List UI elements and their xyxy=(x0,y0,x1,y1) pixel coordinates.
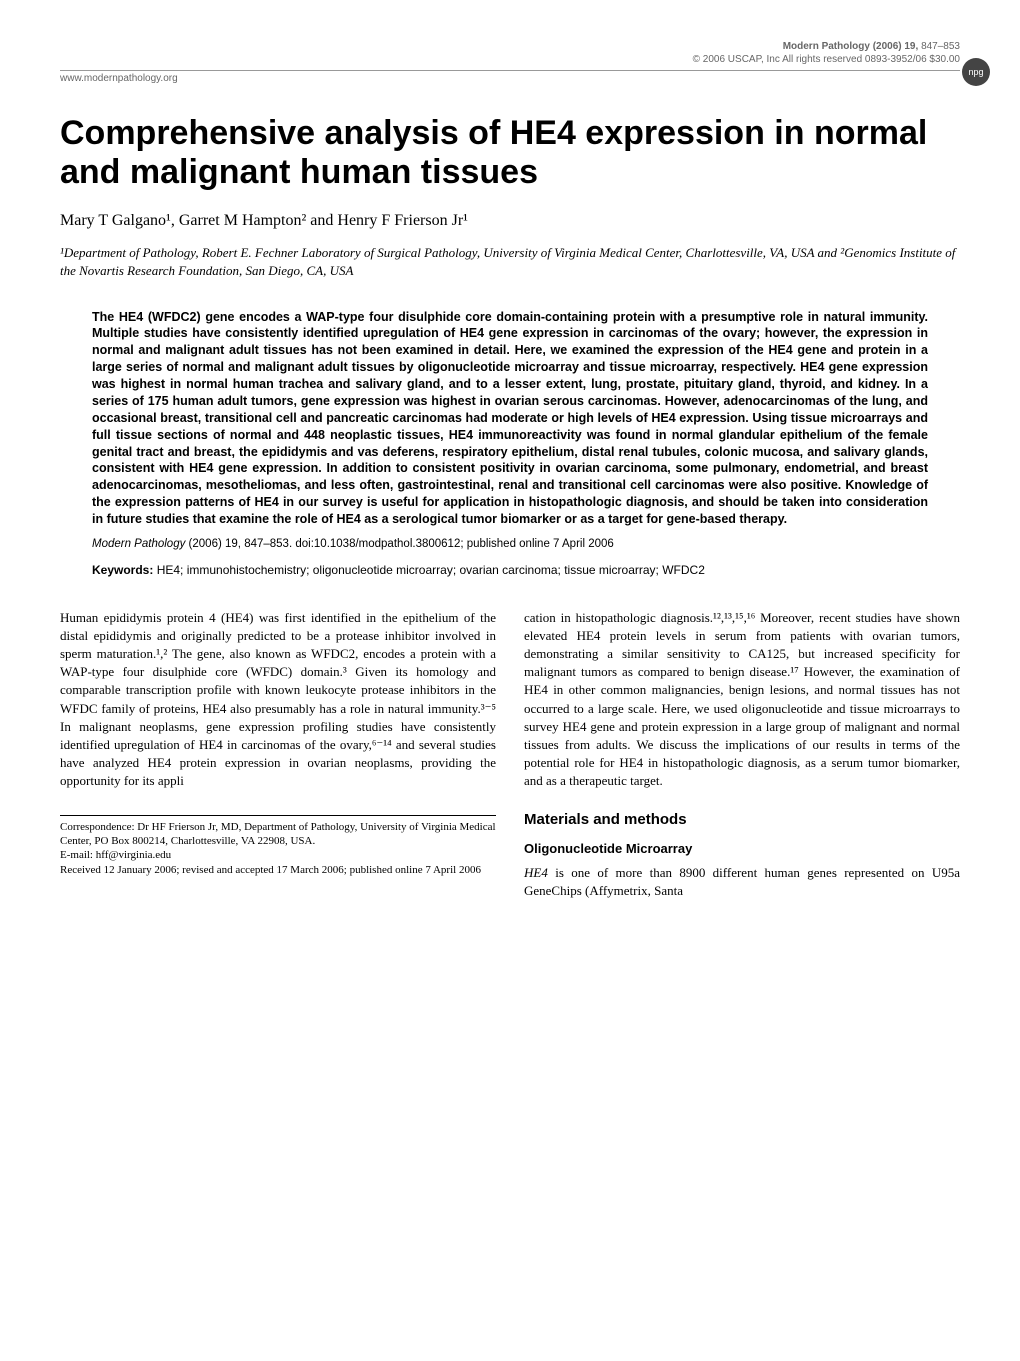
correspondence-address: Correspondence: Dr HF Frierson Jr, MD, D… xyxy=(60,820,496,849)
npg-badge: npg xyxy=(962,58,990,86)
article-title: Comprehensive analysis of HE4 expression… xyxy=(60,114,960,192)
intro-paragraph-1: Human epididymis protein 4 (HE4) was fir… xyxy=(60,609,496,791)
keywords-block: Keywords: HE4; immunohistochemistry; oli… xyxy=(92,562,928,579)
materials-methods-heading: Materials and methods xyxy=(524,809,960,830)
affiliations: ¹Department of Pathology, Robert E. Fech… xyxy=(60,244,960,280)
correspondence-dates: Received 12 January 2006; revised and ac… xyxy=(60,863,496,877)
keywords-label: Keywords: xyxy=(92,563,153,577)
correspondence-email: E-mail: hff@virginia.edu xyxy=(60,848,496,862)
oligonucleotide-subheading: Oligonucleotide Microarray xyxy=(524,840,960,858)
keywords-text: HE4; immunohistochemistry; oligonucleoti… xyxy=(157,563,705,577)
copyright-line: © 2006 USCAP, Inc All rights reserved 08… xyxy=(693,54,960,65)
oligonucleotide-text: HE4 is one of more than 8900 different h… xyxy=(524,864,960,900)
citation-doi: doi:10.1038/modpathol.3800612; published… xyxy=(295,538,613,550)
citation-journal: Modern Pathology xyxy=(92,538,185,550)
correspondence-block: Correspondence: Dr HF Frierson Jr, MD, D… xyxy=(60,815,496,877)
oligo-body: is one of more than 8900 different human… xyxy=(524,865,960,898)
abstract-text: The HE4 (WFDC2) gene encodes a WAP-type … xyxy=(92,309,928,528)
author-list: Mary T Galgano¹, Garret M Hampton² and H… xyxy=(60,212,960,230)
page-container: npg Modern Pathology (2006) 19, 847–853 … xyxy=(0,0,1020,950)
journal-url: www.modernpathology.org xyxy=(60,70,960,84)
journal-title: Modern Pathology (2006) 19, xyxy=(783,41,919,52)
citation-year-vol: (2006) 19, xyxy=(189,538,241,550)
citation-pages: 847–853. xyxy=(244,538,292,550)
page-range: 847–853 xyxy=(921,41,960,52)
citation-line: Modern Pathology (2006) 19, 847–853. doi… xyxy=(92,538,928,550)
journal-header: Modern Pathology (2006) 19, 847–853 © 20… xyxy=(60,40,960,66)
intro-paragraph-2: cation in histopathologic diagnosis.¹²,¹… xyxy=(524,609,960,791)
body-two-column: Human epididymis protein 4 (HE4) was fir… xyxy=(60,609,960,900)
